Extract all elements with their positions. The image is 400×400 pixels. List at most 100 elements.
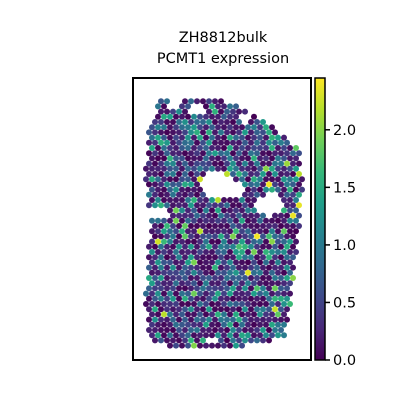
spot <box>233 301 239 307</box>
spot <box>278 254 284 261</box>
spot <box>263 332 269 339</box>
spot <box>239 280 245 287</box>
spot <box>182 150 188 157</box>
spot <box>272 139 278 146</box>
spot <box>224 171 230 177</box>
spot <box>158 295 164 302</box>
spot <box>170 108 176 115</box>
spot <box>227 238 233 245</box>
spot <box>272 295 278 302</box>
spot <box>197 238 203 245</box>
spot <box>236 139 242 146</box>
spot <box>212 243 218 250</box>
spot <box>209 332 215 339</box>
spot <box>227 301 233 307</box>
spot <box>182 119 188 125</box>
spot <box>158 191 164 198</box>
spot <box>278 150 284 157</box>
spot <box>173 280 179 287</box>
spot <box>191 155 197 162</box>
spot <box>158 233 164 240</box>
spot <box>287 165 293 172</box>
spot <box>188 295 194 302</box>
spot <box>248 327 254 333</box>
spot <box>182 98 188 105</box>
spot <box>167 197 173 203</box>
spot <box>170 306 176 313</box>
spot <box>215 103 221 110</box>
spot <box>290 275 296 281</box>
spot <box>230 171 236 177</box>
spot <box>233 249 239 255</box>
spot <box>146 295 152 302</box>
spot <box>212 160 218 167</box>
spot <box>296 181 302 188</box>
spot <box>173 145 179 151</box>
spot <box>206 295 212 302</box>
spot <box>290 150 296 157</box>
spot <box>152 150 158 157</box>
spot <box>260 119 266 125</box>
spot <box>203 134 209 141</box>
spot <box>161 301 167 307</box>
spot <box>161 269 167 276</box>
spot <box>260 223 266 229</box>
spot <box>185 342 191 349</box>
spot <box>251 145 257 151</box>
spot <box>242 202 248 209</box>
spot <box>284 171 290 177</box>
spot <box>218 275 224 281</box>
spot <box>194 223 200 229</box>
spot <box>185 280 191 287</box>
spot <box>257 134 263 141</box>
spot <box>215 301 221 307</box>
spot <box>248 254 254 261</box>
spot <box>227 280 233 287</box>
spot <box>293 145 299 151</box>
spot <box>179 321 185 328</box>
spot <box>221 280 227 287</box>
spot <box>215 259 221 266</box>
spot <box>152 129 158 136</box>
spot <box>215 311 221 318</box>
spot <box>275 238 281 245</box>
spot <box>188 171 194 177</box>
spot <box>203 155 209 162</box>
spot <box>251 249 257 255</box>
spot <box>203 259 209 266</box>
spot <box>173 342 179 349</box>
spot <box>170 233 176 240</box>
spot <box>233 134 239 141</box>
spot <box>260 337 266 344</box>
spot <box>182 108 188 115</box>
spot <box>287 155 293 162</box>
spot <box>155 124 161 131</box>
spot <box>281 217 287 224</box>
spot <box>221 249 227 255</box>
spot <box>227 124 233 131</box>
spot <box>155 301 161 307</box>
spot <box>230 327 236 333</box>
spot <box>158 150 164 157</box>
spot <box>242 171 248 177</box>
spot <box>242 160 248 167</box>
spot <box>191 197 197 203</box>
spot <box>173 311 179 318</box>
spot <box>212 202 218 209</box>
spot <box>296 212 302 219</box>
spot <box>218 139 224 146</box>
colorbar-tick-label: 1.0 <box>333 238 356 254</box>
spot <box>155 186 161 193</box>
spot <box>155 228 161 235</box>
spot <box>275 311 281 318</box>
spot <box>203 301 209 307</box>
spot <box>290 202 296 209</box>
spot <box>281 165 287 172</box>
spot <box>161 290 167 297</box>
spot <box>206 306 212 313</box>
spot <box>200 119 206 125</box>
spot <box>287 228 293 235</box>
spot <box>254 212 260 219</box>
spot <box>239 134 245 141</box>
spot <box>164 316 170 323</box>
